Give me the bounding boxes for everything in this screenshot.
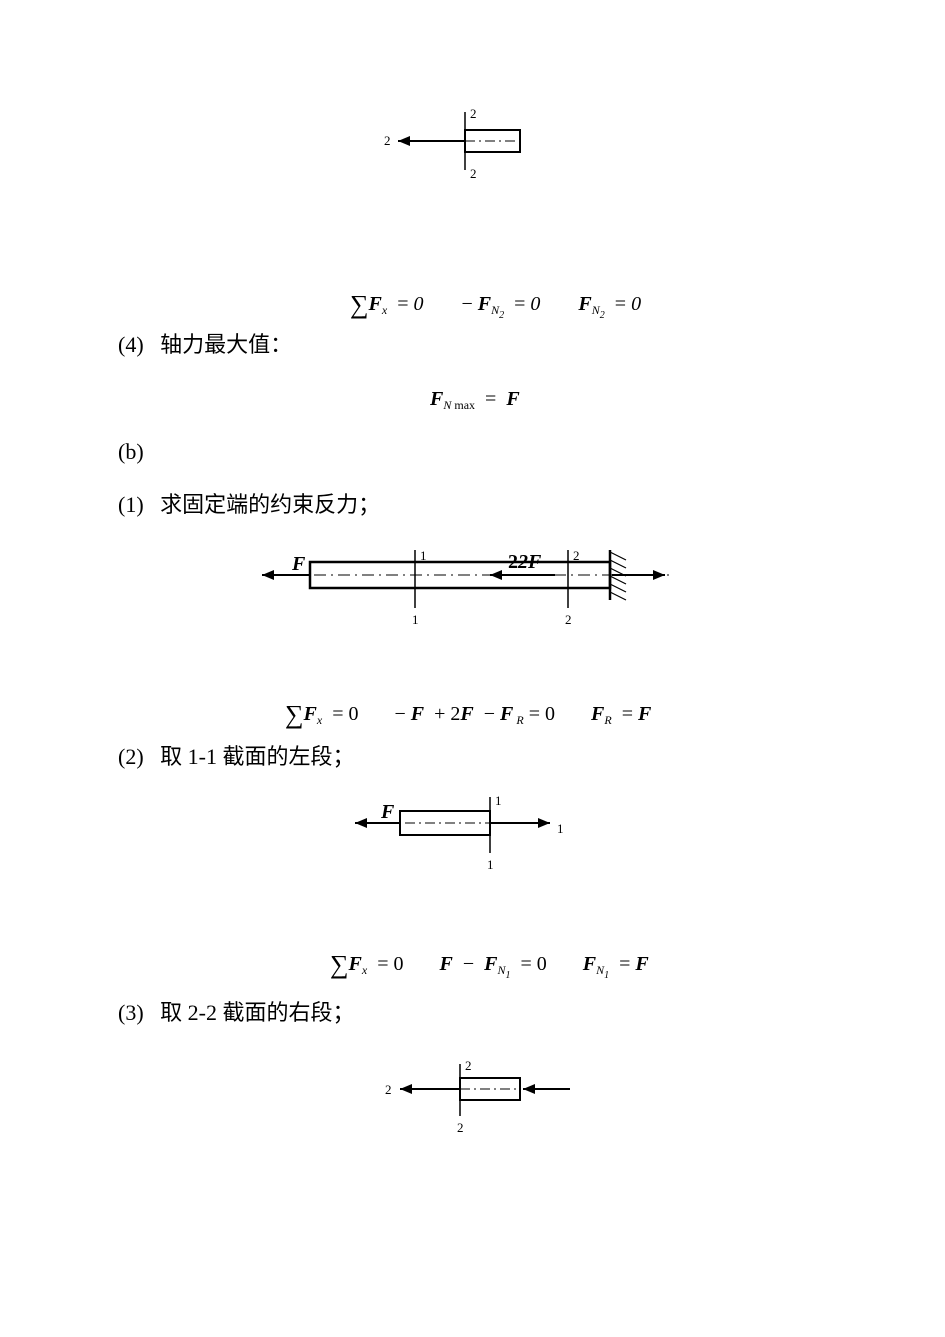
fig-b1-s1t: 1 [420, 548, 427, 563]
figure-b2: F 1 1 1 [345, 783, 605, 883]
item-b1-num: (1) [118, 492, 144, 517]
fig-a3-sec-bot: 2 [470, 166, 477, 180]
equation-b1: ∑Fx = 0 − F + 2F − F R = 0 FR = F [285, 700, 651, 730]
part-b-label: (b) [118, 437, 144, 468]
fig-a3-force-sub: 2 [384, 133, 391, 148]
figure-b1-svg: F 1 1 22F 2 2 [250, 530, 710, 640]
fig-b2-force-sub: 1 [557, 821, 564, 836]
figure-b2-svg: F 1 1 1 [345, 783, 605, 878]
fig-b1-s1b: 1 [412, 612, 419, 627]
item-a4-text: 轴力最大值： [160, 332, 292, 357]
item-b1: (1) 求固定端的约束反力； [118, 490, 380, 521]
item-a4-num: (4) [118, 332, 144, 357]
figure-b1: F 1 1 22F 2 2 [250, 530, 710, 645]
item-b2-text: 取 1-1 截面的左段； [160, 744, 354, 769]
item-a4: (4) 轴力最大值： [118, 330, 292, 361]
fig-b1-s2b: 2 [565, 612, 572, 627]
figure-a3: 2 2 2 [380, 100, 550, 185]
fig-b2-s-bot: 1 [487, 857, 494, 872]
fig-b3-s-bot: 2 [457, 1120, 464, 1135]
figure-b3: 2 2 2 [355, 1050, 595, 1145]
fig-b2-F: F [380, 801, 395, 823]
page: 2 2 2 ∑Fx = 0 − FN2 = 0 FN2 = 0 (4) 轴力最大… [0, 0, 945, 1337]
equation-a4: FN max = F [430, 388, 520, 413]
figure-a3-svg: 2 2 2 [380, 100, 550, 180]
fig-a3-sec-top: 2 [470, 106, 477, 121]
item-b3-text: 取 2-2 截面的右段； [160, 1000, 354, 1025]
equation-a3: ∑Fx = 0 − FN2 = 0 FN2 = 0 [350, 290, 641, 321]
fig-b1-s2t: 2 [573, 548, 580, 563]
figure-b3-svg: 2 2 2 [355, 1050, 595, 1140]
item-b1-text: 求固定端的约束反力； [160, 492, 380, 517]
item-b3: (3) 取 2-2 截面的右段； [118, 998, 354, 1029]
fig-b1-F: F [291, 553, 306, 575]
item-b2: (2) 取 1-1 截面的左段； [118, 742, 354, 773]
fig-b3-s-top: 2 [465, 1058, 472, 1073]
fig-b1-2F: 22F [508, 551, 542, 573]
equation-b2: ∑Fx = 0 F − FN1 = 0 FN1 = F [330, 950, 649, 981]
item-b2-num: (2) [118, 744, 144, 769]
fig-b3-force-sub: 2 [385, 1082, 392, 1097]
fig-b2-s-top: 1 [495, 793, 502, 808]
item-b3-num: (3) [118, 1000, 144, 1025]
